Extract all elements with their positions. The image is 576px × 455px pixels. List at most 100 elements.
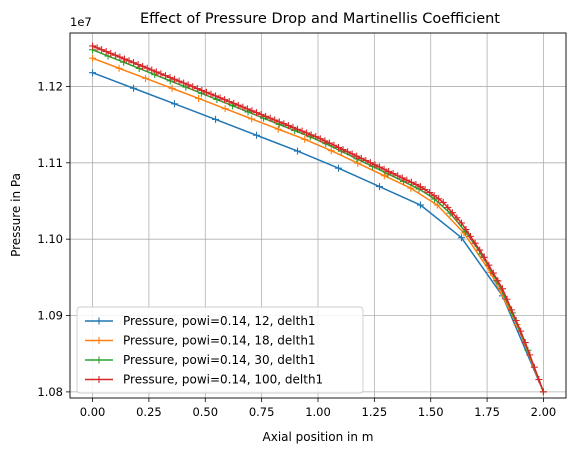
data-point [521, 339, 529, 347]
data-point [184, 81, 192, 89]
data-point [130, 59, 138, 67]
data-point [480, 253, 488, 261]
legend-label: Pressure, powi=0.14, 30, delth1 [123, 353, 316, 367]
data-point [168, 84, 176, 92]
data-point [257, 110, 265, 118]
data-point [517, 327, 525, 335]
y-axis: 1.08 1.09 1.10 1.11 1.12 [37, 79, 70, 399]
data-point [334, 143, 342, 151]
x-tick-label: 1.75 [474, 405, 500, 419]
series-line [92, 57, 545, 393]
data-point [175, 77, 183, 85]
data-point [339, 146, 347, 154]
data-point [353, 152, 361, 160]
y-tick-label: 1.11 [37, 156, 63, 170]
data-point [253, 131, 261, 139]
data-point [467, 232, 475, 240]
data-point [161, 72, 169, 80]
data-point [457, 219, 465, 227]
data-point [280, 120, 288, 128]
data-point [248, 107, 256, 115]
data-point [448, 209, 456, 217]
series-line [92, 49, 545, 393]
data-point [180, 79, 188, 87]
data-point [284, 122, 292, 130]
data-point [312, 133, 320, 141]
y-tick-label: 1.12 [37, 79, 63, 93]
data-point [195, 94, 203, 102]
data-point [535, 376, 543, 384]
data-point [403, 176, 411, 184]
data-point [389, 170, 397, 178]
data-point [357, 154, 365, 162]
data-point [207, 90, 215, 98]
data-point [430, 192, 438, 200]
data-point [166, 73, 174, 81]
data-point [380, 165, 388, 173]
data-point [476, 246, 484, 254]
data-point [230, 99, 238, 107]
data-point [498, 285, 506, 293]
data-point [221, 105, 229, 113]
data-point [89, 42, 97, 50]
data-point [298, 127, 306, 135]
data-point [385, 167, 393, 175]
data-point [120, 55, 128, 63]
data-point [216, 94, 224, 102]
data-point [433, 201, 441, 209]
data-point [143, 64, 151, 72]
data-point [248, 115, 256, 123]
data-point [489, 269, 497, 277]
legend-label: Pressure, powi=0.14, 12, delth1 [123, 314, 316, 328]
legend-entry: Pressure, powi=0.14, 100, delth1 [85, 373, 323, 387]
data-point [366, 159, 374, 167]
data-point [275, 118, 283, 126]
data-point [494, 277, 502, 285]
data-point [344, 148, 352, 156]
data-point [457, 234, 465, 242]
legend-label: Pressure, powi=0.14, 18, delth1 [123, 334, 316, 348]
data-point [225, 98, 233, 106]
data-point [116, 53, 124, 61]
data-point [148, 66, 156, 74]
data-point [212, 115, 220, 123]
data-point [120, 58, 128, 66]
data-point [89, 54, 97, 62]
legend-entry: Pressure, powi=0.14, 12, delth1 [85, 314, 316, 328]
data-point [371, 161, 379, 169]
data-point [416, 201, 424, 209]
data-point [462, 226, 470, 234]
x-axis-label: Axial position in m [263, 430, 374, 444]
data-point [189, 83, 197, 91]
data-point [435, 195, 443, 203]
data-point [508, 306, 516, 314]
data-point [243, 105, 251, 113]
data-point [274, 125, 282, 133]
data-point [354, 159, 362, 167]
data-point [107, 49, 115, 57]
data-point [334, 164, 342, 172]
data-point [239, 103, 247, 111]
data-point [471, 239, 479, 247]
data-point [398, 174, 406, 182]
data-point [111, 51, 119, 59]
data-point [303, 129, 311, 137]
data-point [407, 178, 415, 186]
series-line [92, 45, 545, 393]
data-point [134, 60, 142, 68]
legend-box [76, 306, 364, 394]
data-point [89, 69, 97, 77]
data-point [412, 180, 420, 188]
x-tick-label: 0.00 [80, 405, 106, 419]
data-point [139, 62, 147, 70]
y-tick-label: 1.10 [37, 232, 63, 246]
data-point [262, 112, 270, 120]
data-point [142, 74, 150, 82]
x-tick-label: 0.25 [136, 405, 162, 419]
data-point [526, 351, 534, 359]
legend-marker [95, 376, 103, 383]
x-axis: 0.00 0.25 0.50 0.75 1.00 1.25 1.50 1.75 2.00 [80, 398, 556, 419]
data-point [221, 96, 229, 104]
data-point [125, 57, 133, 65]
data-point [426, 189, 434, 197]
